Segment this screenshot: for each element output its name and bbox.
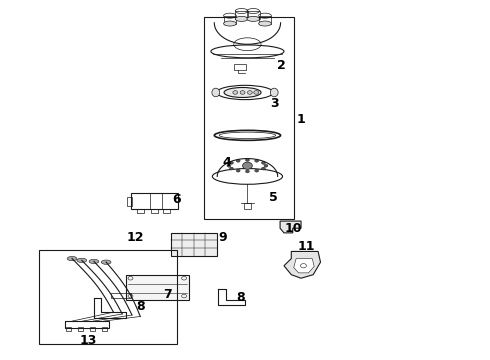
Circle shape	[245, 170, 249, 173]
Ellipse shape	[67, 256, 77, 261]
Ellipse shape	[247, 17, 260, 21]
Polygon shape	[280, 221, 301, 233]
Bar	[78, 327, 83, 331]
Bar	[163, 208, 170, 213]
Text: 2: 2	[277, 59, 286, 72]
Polygon shape	[294, 258, 314, 273]
Bar	[235, 11, 248, 19]
Bar	[151, 208, 158, 213]
Text: 8: 8	[136, 300, 145, 313]
Text: 3: 3	[270, 97, 278, 110]
Bar	[126, 197, 132, 206]
Text: 8: 8	[236, 291, 245, 305]
Circle shape	[264, 164, 268, 167]
Bar	[65, 321, 109, 328]
Text: 5: 5	[269, 192, 278, 204]
Ellipse shape	[212, 88, 220, 97]
Circle shape	[247, 91, 252, 94]
Circle shape	[245, 158, 249, 161]
Circle shape	[227, 164, 231, 167]
Text: 1: 1	[296, 113, 305, 126]
Circle shape	[254, 91, 259, 94]
Text: 7: 7	[163, 288, 172, 301]
Ellipse shape	[223, 21, 236, 26]
Ellipse shape	[270, 88, 278, 97]
Text: 13: 13	[79, 334, 97, 347]
Bar	[111, 293, 130, 298]
Bar	[244, 203, 251, 208]
Polygon shape	[284, 251, 320, 278]
Bar	[247, 11, 260, 19]
Circle shape	[236, 159, 240, 162]
Text: 4: 4	[222, 156, 231, 168]
Bar	[125, 275, 189, 300]
Bar	[223, 16, 236, 23]
Bar	[131, 193, 178, 208]
Bar	[234, 64, 246, 69]
Circle shape	[262, 167, 266, 170]
Text: 11: 11	[297, 240, 315, 253]
Bar	[90, 327, 95, 331]
Circle shape	[229, 167, 233, 170]
Text: 9: 9	[219, 231, 227, 244]
Text: 6: 6	[172, 193, 181, 206]
Circle shape	[255, 159, 259, 162]
Circle shape	[255, 169, 259, 172]
Ellipse shape	[224, 87, 261, 98]
Bar	[102, 327, 107, 331]
Circle shape	[243, 162, 252, 169]
Bar	[66, 327, 71, 331]
Text: 12: 12	[126, 231, 144, 244]
Text: 10: 10	[285, 222, 302, 235]
Ellipse shape	[259, 21, 271, 26]
Circle shape	[240, 91, 245, 94]
Ellipse shape	[89, 259, 99, 264]
Bar	[137, 208, 144, 213]
Circle shape	[229, 161, 233, 164]
Bar	[203, 18, 294, 219]
Bar	[259, 16, 271, 23]
Bar	[171, 233, 217, 256]
Circle shape	[233, 91, 238, 94]
Ellipse shape	[77, 258, 87, 262]
Circle shape	[262, 161, 266, 164]
Ellipse shape	[235, 17, 248, 21]
Ellipse shape	[101, 260, 111, 264]
Circle shape	[236, 169, 240, 172]
Bar	[39, 249, 177, 344]
